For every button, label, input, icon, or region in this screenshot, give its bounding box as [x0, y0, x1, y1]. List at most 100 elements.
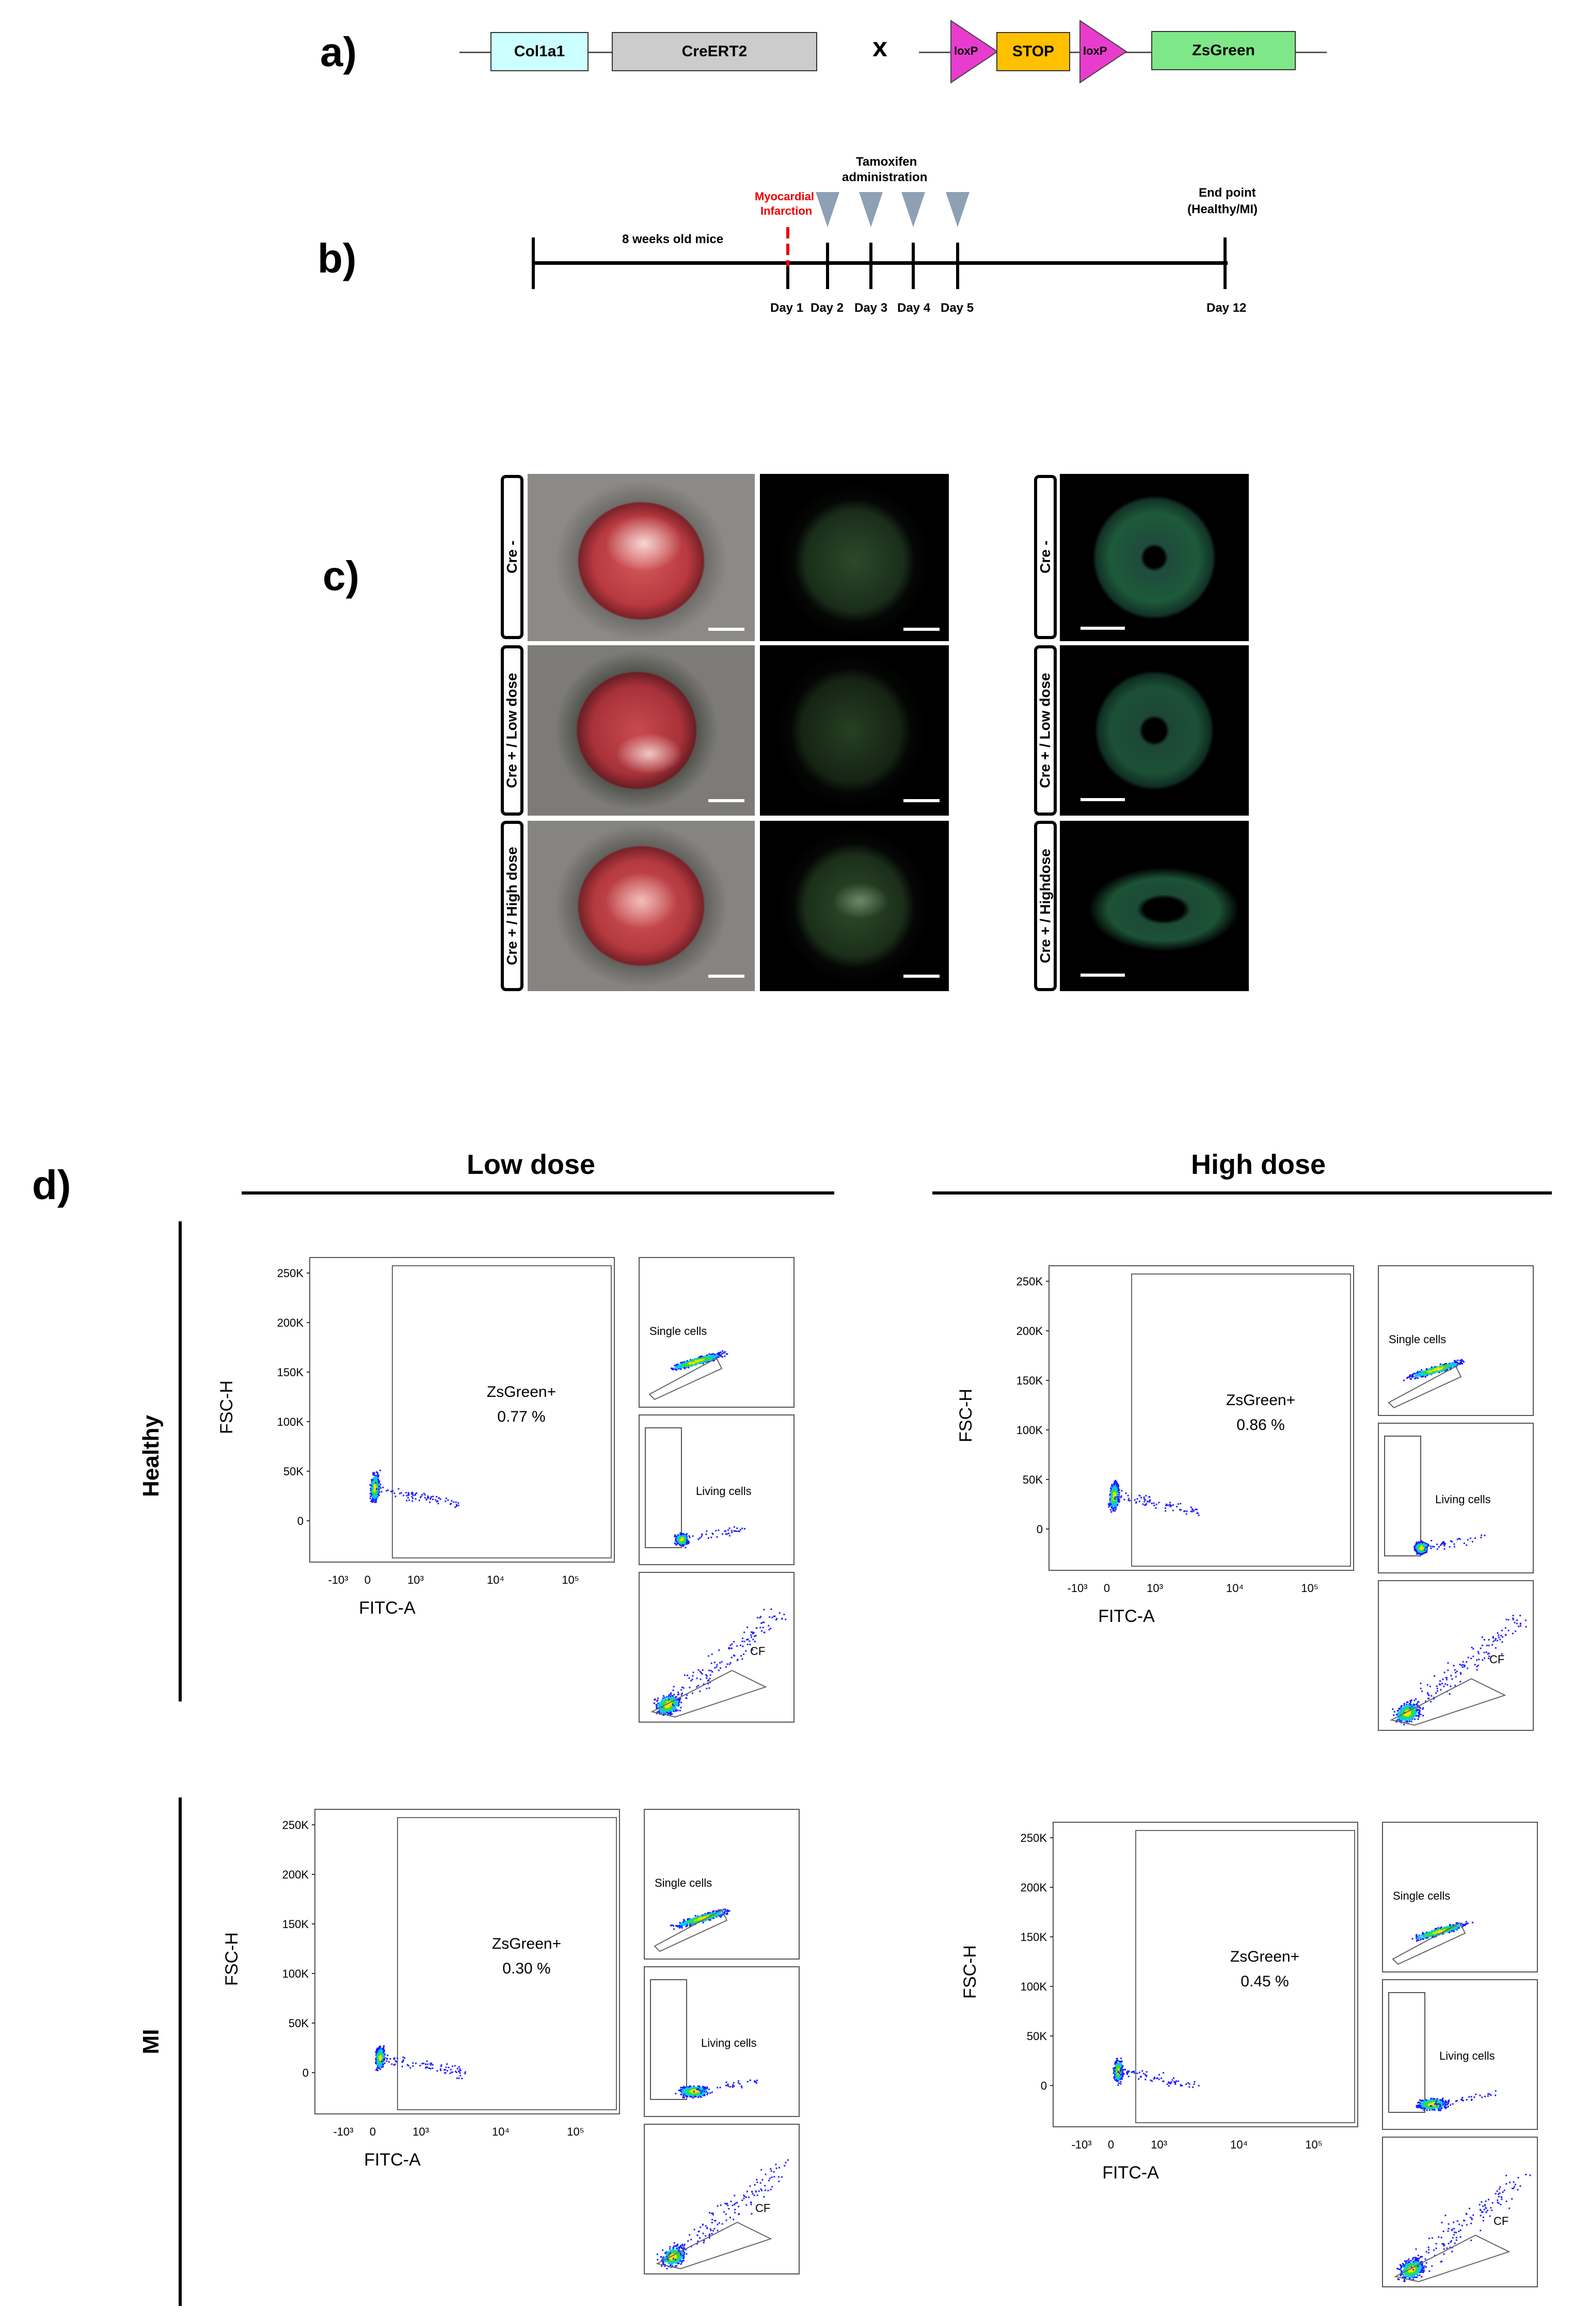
zsgreen-gate — [1131, 1274, 1351, 1567]
column-label-low: Low dose — [467, 1149, 596, 1180]
living-cells-label: Living cells — [701, 2036, 757, 2049]
facs-group-3: 250K 200K 150K 100K 50K 0 -10³ 0 10³ 10⁴ 10⁵ FSC-H F… — [960, 1822, 1538, 2287]
gate-value: 0.86 % — [1236, 1416, 1284, 1434]
section-cre-low — [1060, 645, 1249, 816]
x-tick-label: 10³ — [1147, 1582, 1163, 1595]
facs-group-2: 250K 200K 150K 100K 50K 0 -10³ 0 10³ 10⁴ 10⁵ FSC-H F… — [222, 1809, 800, 2274]
endpoint-label-2: (Healthy/MI) — [1187, 202, 1258, 216]
x-axis-label: FITC-A — [364, 2150, 421, 2170]
x-tick-label: 0 — [1104, 1582, 1110, 1595]
y-tick-label: 0 — [303, 2066, 309, 2079]
living-cells-label: Living cells — [1435, 1493, 1491, 1506]
gate-label: ZsGreen+ — [1230, 1948, 1299, 1965]
heart-photo-cre-low — [528, 645, 755, 816]
row-label-right-cre-low: Cre + / Low dose — [1034, 645, 1057, 816]
endpoint-label-1: End point — [1199, 186, 1256, 200]
facs-side-plot-frame — [639, 1414, 795, 1565]
living-cells-label: Living cells — [696, 1485, 752, 1498]
gate-label: ZsGreen+ — [1226, 1392, 1295, 1409]
timeline-tick-day2 — [826, 243, 829, 289]
x-tick-label: -10³ — [1071, 2138, 1091, 2151]
y-tick-label: 200K — [277, 1316, 304, 1329]
day-label-12: Day 12 — [1206, 301, 1247, 315]
timeline-axis — [532, 261, 1228, 265]
row-label-right-cre-high: Cre + / Highdose — [1034, 821, 1057, 991]
facs-side-plot-frame — [644, 1809, 800, 1960]
single-cells-label: Single cells — [1393, 1889, 1450, 1902]
x-tick-label: 10⁵ — [1301, 1582, 1318, 1595]
day-label-5: Day 5 — [941, 301, 974, 315]
x-tick-label: 10³ — [412, 2125, 429, 2138]
living-cells-gate — [650, 1979, 687, 2100]
panel-d-label: d) — [32, 1162, 71, 1208]
column-rule-high — [932, 1191, 1552, 1195]
panel-a-label: a) — [320, 29, 357, 75]
mi-dashed-marker — [786, 227, 789, 289]
zsgreen-gate — [1135, 1830, 1355, 2123]
loxp-triangle-1 — [950, 20, 998, 84]
cf-label: CF — [755, 2202, 770, 2215]
tamoxifen-label-2: administration — [842, 170, 928, 184]
gate-value: 0.45 % — [1241, 1973, 1289, 1990]
mi-label-1: Myocardial — [755, 190, 814, 203]
heart-fluor-cre-neg — [760, 474, 949, 641]
facs-side-plot-frame — [1382, 2137, 1538, 2287]
x-tick-label: 10³ — [1151, 2138, 1167, 2151]
row-rule-mi — [179, 1797, 182, 2306]
facs-side-plot-frame — [1378, 1423, 1534, 1573]
column-rule-low — [242, 1191, 834, 1195]
tamoxifen-triangles — [816, 192, 970, 227]
section-cre-high — [1060, 821, 1249, 991]
x-tick-label: 10⁴ — [492, 2125, 510, 2138]
y-tick-label: 0 — [297, 1515, 304, 1527]
gate-value: 0.77 % — [497, 1408, 545, 1425]
heart-photo-cre-high — [528, 821, 755, 991]
timeline-tick-day3 — [869, 243, 872, 289]
zsgreen-gate — [392, 1265, 612, 1558]
x-tick-label: 10⁵ — [567, 2125, 584, 2138]
x-axis-label: FITC-A — [1098, 1606, 1155, 1626]
x-tick-label: 0 — [364, 1573, 371, 1586]
single-cells-label: Single cells — [1389, 1333, 1446, 1346]
y-tick-label: 100K — [282, 1967, 309, 1980]
heart-fluor-cre-high — [760, 821, 949, 991]
x-tick-label: -10³ — [328, 1573, 348, 1586]
row-label-cre-high: Cre + / High dose — [501, 821, 523, 991]
y-tick-label: 0 — [1037, 1523, 1043, 1536]
gate-value: 0.30 % — [502, 1960, 550, 1977]
x-tick-label: 10⁵ — [562, 1573, 579, 1586]
gate-label: ZsGreen+ — [487, 1383, 556, 1400]
y-tick-label: 50K — [289, 2017, 309, 2030]
facs-side-plot-frame — [644, 2124, 800, 2274]
facs-side-plot-frame — [1378, 1580, 1534, 1731]
y-axis-label: FSC-H — [960, 1945, 980, 1999]
y-tick-label: 100K — [277, 1415, 304, 1428]
facs-side-plot-frame — [639, 1257, 795, 1408]
y-tick-label: 200K — [1016, 1325, 1043, 1338]
facs-main-plot-frame — [309, 1257, 615, 1563]
day-label-3: Day 3 — [854, 301, 888, 315]
panel-b-label: b) — [317, 235, 357, 281]
heart-photo-cre-neg — [528, 474, 755, 641]
timeline-tick-day4 — [912, 243, 915, 289]
y-tick-label: 250K — [1021, 1832, 1047, 1844]
y-tick-label: 150K — [1021, 1931, 1047, 1944]
facs-main-plot-frame — [1053, 1822, 1358, 2127]
loxp-triangle-2 — [1079, 20, 1127, 84]
gate-label: ZsGreen+ — [492, 1935, 561, 1952]
x-tick-label: 10⁴ — [1226, 1582, 1244, 1595]
y-tick-label: 50K — [1027, 2030, 1047, 2043]
row-label-right-cre-neg: Cre - — [1034, 475, 1057, 639]
x-tick-label: 10⁴ — [487, 1573, 504, 1586]
cf-label: CF — [1493, 2215, 1508, 2227]
row-rule-healthy — [179, 1221, 182, 1701]
timeline-tick-start — [532, 237, 535, 289]
y-tick-label: 50K — [283, 1465, 304, 1478]
panel-c-label: c) — [323, 553, 360, 599]
row-label-mi: MI — [138, 2029, 164, 2055]
creert2-box: CreERT2 — [612, 32, 817, 71]
cf-label: CF — [1489, 1653, 1504, 1666]
zsgreen-gate — [397, 1817, 617, 2110]
x-axis-label: FITC-A — [359, 1598, 416, 1618]
age-label: 8 weeks old mice — [622, 232, 724, 246]
